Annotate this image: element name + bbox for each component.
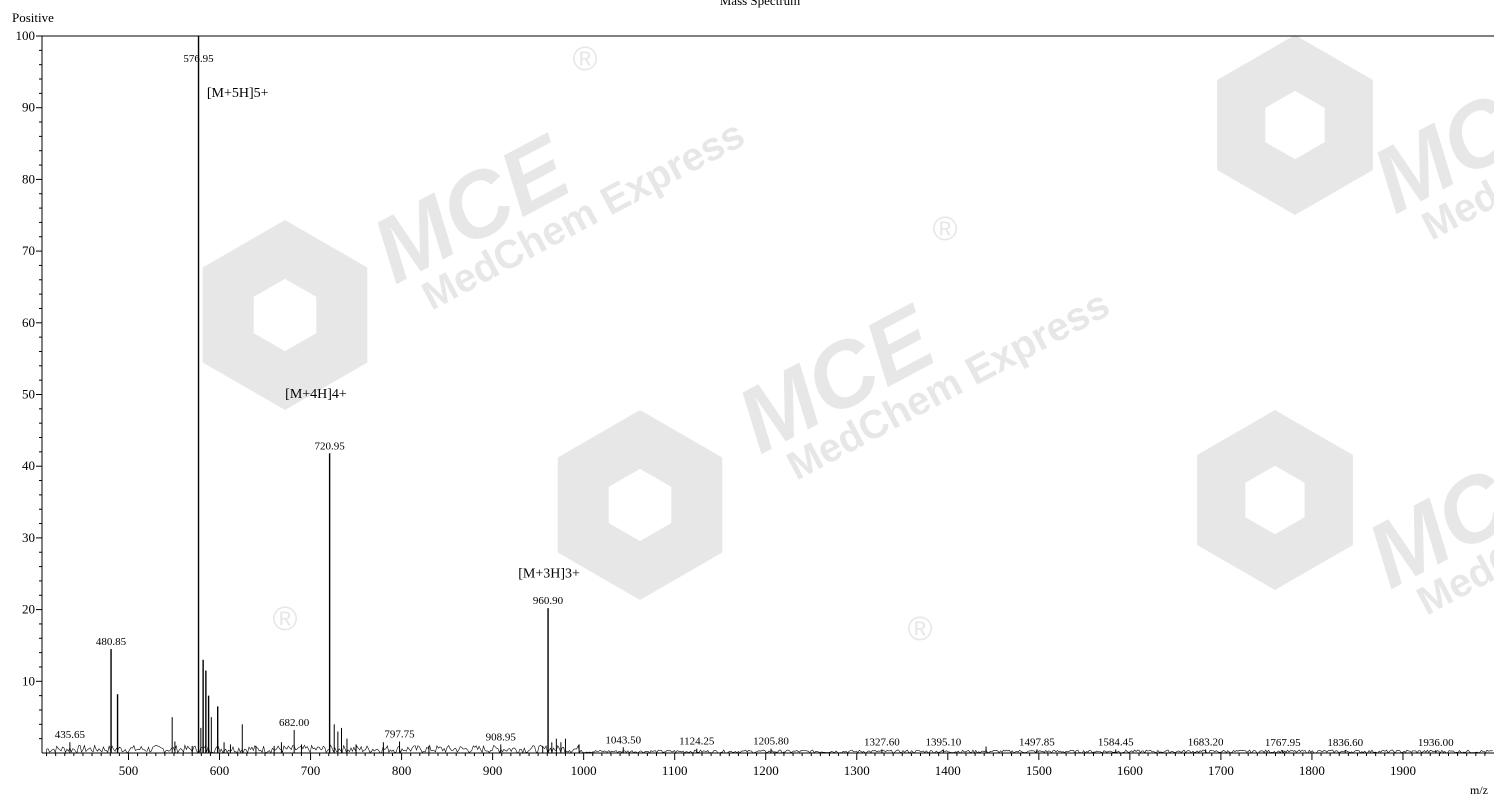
x-tick-label: 1300	[844, 763, 870, 778]
chart-title: Mass Spectrum	[720, 0, 801, 8]
x-tick-label: 700	[301, 763, 321, 778]
watermark-registered-mark: ®	[272, 600, 297, 638]
x-tick-label: 1400	[935, 763, 961, 778]
tick-layer: 10 20 30 40 50 60 70 80 90 100 500 600 700 800 900 1000…	[16, 28, 1486, 778]
peak-label: 908.95	[486, 731, 517, 743]
peak-label: 960.90	[533, 595, 564, 607]
y-tick-label: 30	[22, 530, 35, 545]
x-tick-label: 800	[392, 763, 412, 778]
x-tick-label: 600	[210, 763, 230, 778]
watermark-hexagon-core-icon	[1245, 465, 1305, 535]
watermark-registered-mark: ®	[907, 610, 932, 648]
y-tick-label: 10	[22, 673, 35, 688]
peak-label: 682.00	[279, 717, 310, 729]
y-tick-label: 50	[22, 387, 35, 402]
peak-label: 1584.45	[1098, 736, 1134, 748]
x-tick-label: 1700	[1208, 763, 1234, 778]
y-tick-label: 20	[22, 602, 35, 617]
ion-annotation: [M+5H]5+	[207, 86, 269, 101]
annotation-layer: [M+5H]5+ [M+4H]4+ [M+3H]3+	[207, 86, 580, 581]
watermark-hexagon-core-icon	[1265, 90, 1325, 160]
peak-label: 797.75	[384, 729, 415, 741]
x-axis-label: m/z	[1470, 783, 1488, 797]
x-tick-label: 1600	[1117, 763, 1143, 778]
peak-label: 1124.25	[679, 736, 715, 748]
watermark-hexagon-core-icon	[253, 278, 317, 352]
peak-label-layer: 435.65 480.85 576.95 682.00 720.95 797.75 908.…	[55, 53, 1454, 749]
peak-label: 1936.00	[1418, 737, 1454, 749]
x-tick-label: 500	[119, 763, 139, 778]
peak-label: 480.85	[96, 636, 127, 648]
watermark-registered-mark: ®	[572, 40, 597, 78]
baseline-noise-trace	[46, 744, 1493, 754]
peak-label: 1497.85	[1019, 736, 1055, 748]
x-tick-label: 1200	[753, 763, 779, 778]
mode-label: Positive	[12, 10, 54, 25]
peak-label: 720.95	[314, 440, 345, 452]
y-tick-label: 80	[22, 171, 35, 186]
y-tick-label: 70	[22, 243, 35, 258]
peak-label: 1836.60	[1327, 737, 1363, 749]
peak-label: 1767.95	[1265, 737, 1301, 749]
x-tick-label: 1000	[571, 763, 597, 778]
peak-label: 1395.10	[925, 736, 961, 748]
x-tick-label: 1800	[1299, 763, 1325, 778]
watermark-hexagon-core-icon	[608, 468, 672, 542]
ion-annotation: [M+3H]3+	[518, 566, 580, 581]
peak-layer	[69, 36, 1437, 753]
ion-annotation: [M+4H]4+	[285, 387, 347, 402]
x-tick-label: 1500	[1026, 763, 1052, 778]
peak-label: 576.95	[183, 53, 214, 65]
y-tick-label: 40	[22, 458, 35, 473]
y-tick-label: 60	[22, 315, 35, 330]
peak-label: 1043.50	[605, 734, 641, 746]
y-tick-label: 90	[22, 100, 35, 115]
peak-label: 1683.20	[1188, 736, 1224, 748]
x-tick-label: 1900	[1390, 763, 1416, 778]
peak-label: 1327.60	[864, 736, 900, 748]
x-tick-label: 1100	[662, 763, 688, 778]
peak-label: 435.65	[55, 729, 86, 741]
baseline-noise	[46, 744, 1493, 754]
y-tick-label: 100	[16, 28, 36, 43]
peak-label: 1205.80	[753, 736, 789, 748]
x-tick-label: 900	[483, 763, 503, 778]
watermark-registered-mark: ®	[932, 210, 957, 248]
